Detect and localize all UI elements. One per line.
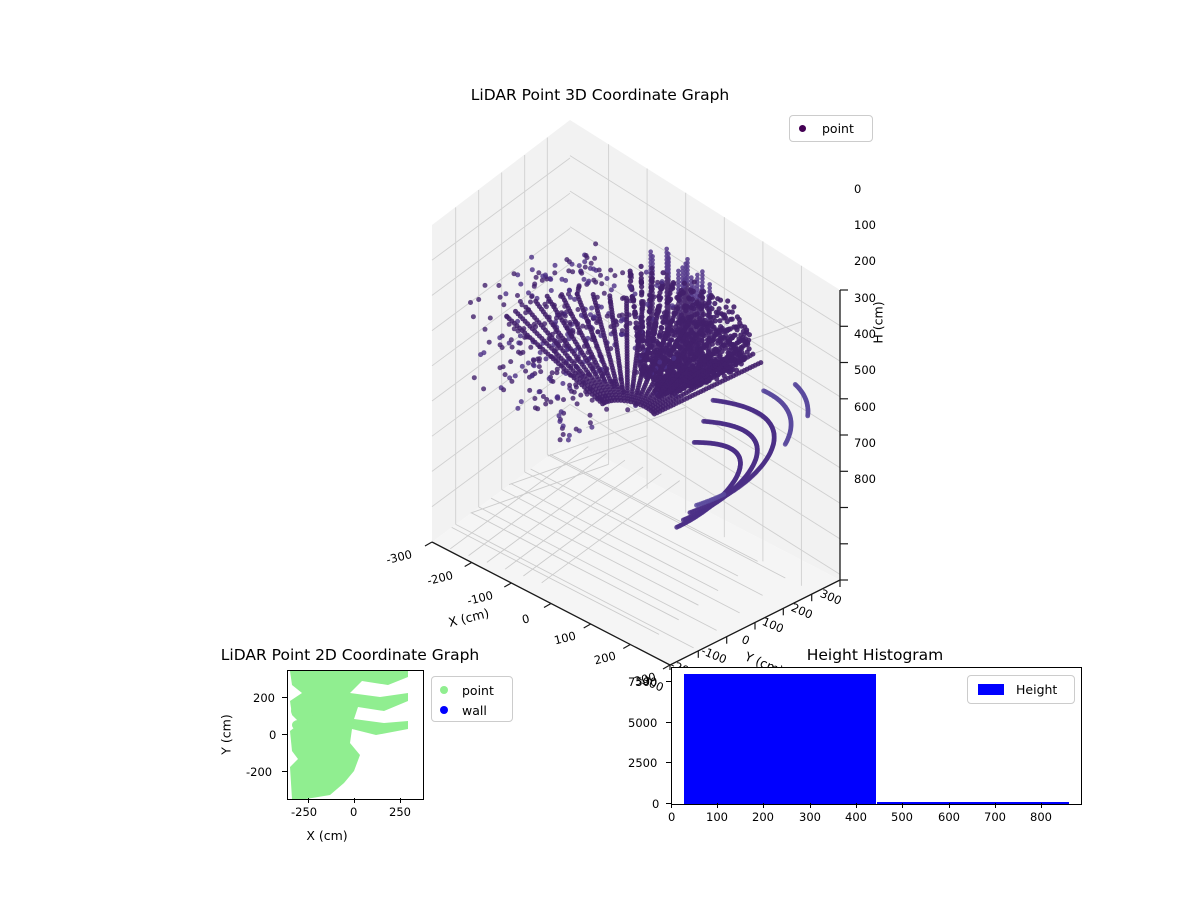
plot2d-ytick-1: 0 <box>269 728 277 742</box>
hist-xtick-7: 700 <box>984 810 1006 824</box>
plot2d-axes <box>287 670 424 800</box>
plot3d-ztick-4: 400 <box>854 327 876 341</box>
hist-xtick-4: 400 <box>845 810 867 824</box>
hist-xtick-6: 600 <box>938 810 960 824</box>
plot3d-ztick-5: 500 <box>854 363 876 377</box>
point-marker-icon <box>799 125 806 132</box>
plot2d-legend[interactable]: point wall <box>431 676 513 722</box>
legend-item-point-2d[interactable]: point <box>432 680 512 700</box>
plot3d-canvas <box>424 120 848 672</box>
hist-xtick-mark-2 <box>763 803 765 808</box>
plot2d-ytick-mark-2 <box>282 771 287 773</box>
hist-xtick-mark-7 <box>995 803 997 808</box>
histogram-title: Height Histogram <box>806 646 944 664</box>
plot2d-ytick-0: 200 <box>253 691 275 705</box>
plot3d-title: LiDAR Point 3D Coordinate Graph <box>470 86 730 104</box>
hist-xtick-mark-3 <box>810 803 812 808</box>
plot3d-ztick-7: 700 <box>854 436 876 450</box>
plot2d-canvas <box>290 671 408 799</box>
plot3d-ztick-2: 200 <box>854 254 876 268</box>
point-cloud-3d <box>468 241 811 530</box>
plot2d-xtick-mark-0 <box>308 798 310 803</box>
hist-ytick-1: 2500 <box>628 756 658 770</box>
hist-ytick-mark-3 <box>666 681 671 683</box>
plot3d-ticks <box>424 289 848 672</box>
legend-label-height: Height <box>1016 682 1058 697</box>
point-cloud-2d <box>290 671 408 799</box>
plot3d-legend[interactable]: point <box>789 115 873 142</box>
plot3d-axes: -300 -200 -100 0 100 200 300 X (cm) -300… <box>370 110 890 695</box>
legend-item-point[interactable]: point <box>790 116 872 141</box>
hist-ytick-mark-1 <box>666 762 671 764</box>
hist-xtick-0: 0 <box>668 810 676 824</box>
plot3d-ztick-6: 600 <box>854 400 876 414</box>
plot2d-ytick-mark-0 <box>282 697 287 699</box>
plot2d-xtick-2: 250 <box>389 805 411 819</box>
plot3d-zlabel: H (cm) <box>870 301 886 344</box>
plot2d-xtick-mark-2 <box>400 798 402 803</box>
hist-ytick-mark-2 <box>666 722 671 724</box>
legend-item-wall[interactable]: wall <box>432 700 512 720</box>
plot3d-ztick-3: 300 <box>854 291 876 305</box>
hist-ytick-mark-0 <box>666 803 671 805</box>
plot3d-ztick-0: 0 <box>854 182 862 196</box>
hist-ytick-3: 7500 <box>628 675 658 689</box>
plot2d-xtick-0: -250 <box>291 805 318 819</box>
hist-xtick-mark-4 <box>856 803 858 808</box>
legend-label-wall: wall <box>462 702 487 718</box>
hist-xtick-mark-1 <box>717 803 719 808</box>
hist-ytick-2: 5000 <box>628 716 658 730</box>
pane-xz <box>432 120 570 542</box>
legend-label-point: point <box>822 121 854 136</box>
histogram-bar-1 <box>876 801 1070 804</box>
hist-xtick-2: 200 <box>752 810 774 824</box>
hist-xtick-mark-5 <box>902 803 904 808</box>
hist-xtick-1: 100 <box>706 810 728 824</box>
plot2d-ylabel: Y (cm) <box>218 714 234 755</box>
plot2d-title: LiDAR Point 2D Coordinate Graph <box>220 646 480 664</box>
plot2d-xlabel: X (cm) <box>306 828 348 843</box>
histogram-legend[interactable]: Height <box>967 675 1075 704</box>
plot2d-ytick-mark-1 <box>282 734 287 736</box>
hist-xtick-mark-0 <box>671 803 673 808</box>
hist-xtick-3: 300 <box>799 810 821 824</box>
plot2d-xtick-mark-1 <box>354 798 356 803</box>
legend-item-height[interactable]: Height <box>968 676 1074 703</box>
hist-ytick-0: 0 <box>652 797 660 811</box>
hist-xtick-mark-8 <box>1041 803 1043 808</box>
height-swatch-icon <box>978 684 1004 695</box>
pane-xy <box>432 440 840 665</box>
plot2d-xtick-1: 0 <box>350 805 358 819</box>
grid-floor <box>450 446 758 635</box>
hist-xtick-5: 500 <box>891 810 913 824</box>
hist-xtick-mark-6 <box>949 803 951 808</box>
hist-xtick-8: 800 <box>1030 810 1052 824</box>
plot3d-ztick-8: 800 <box>854 472 876 486</box>
plot2d-ytick-2: -200 <box>246 765 273 779</box>
histogram-bar-0 <box>683 674 877 804</box>
wall-marker-icon <box>440 706 448 714</box>
legend-label-point-2d: point <box>462 682 494 698</box>
point-marker-icon <box>440 686 448 694</box>
plot3d-ztick-1: 100 <box>854 218 876 232</box>
